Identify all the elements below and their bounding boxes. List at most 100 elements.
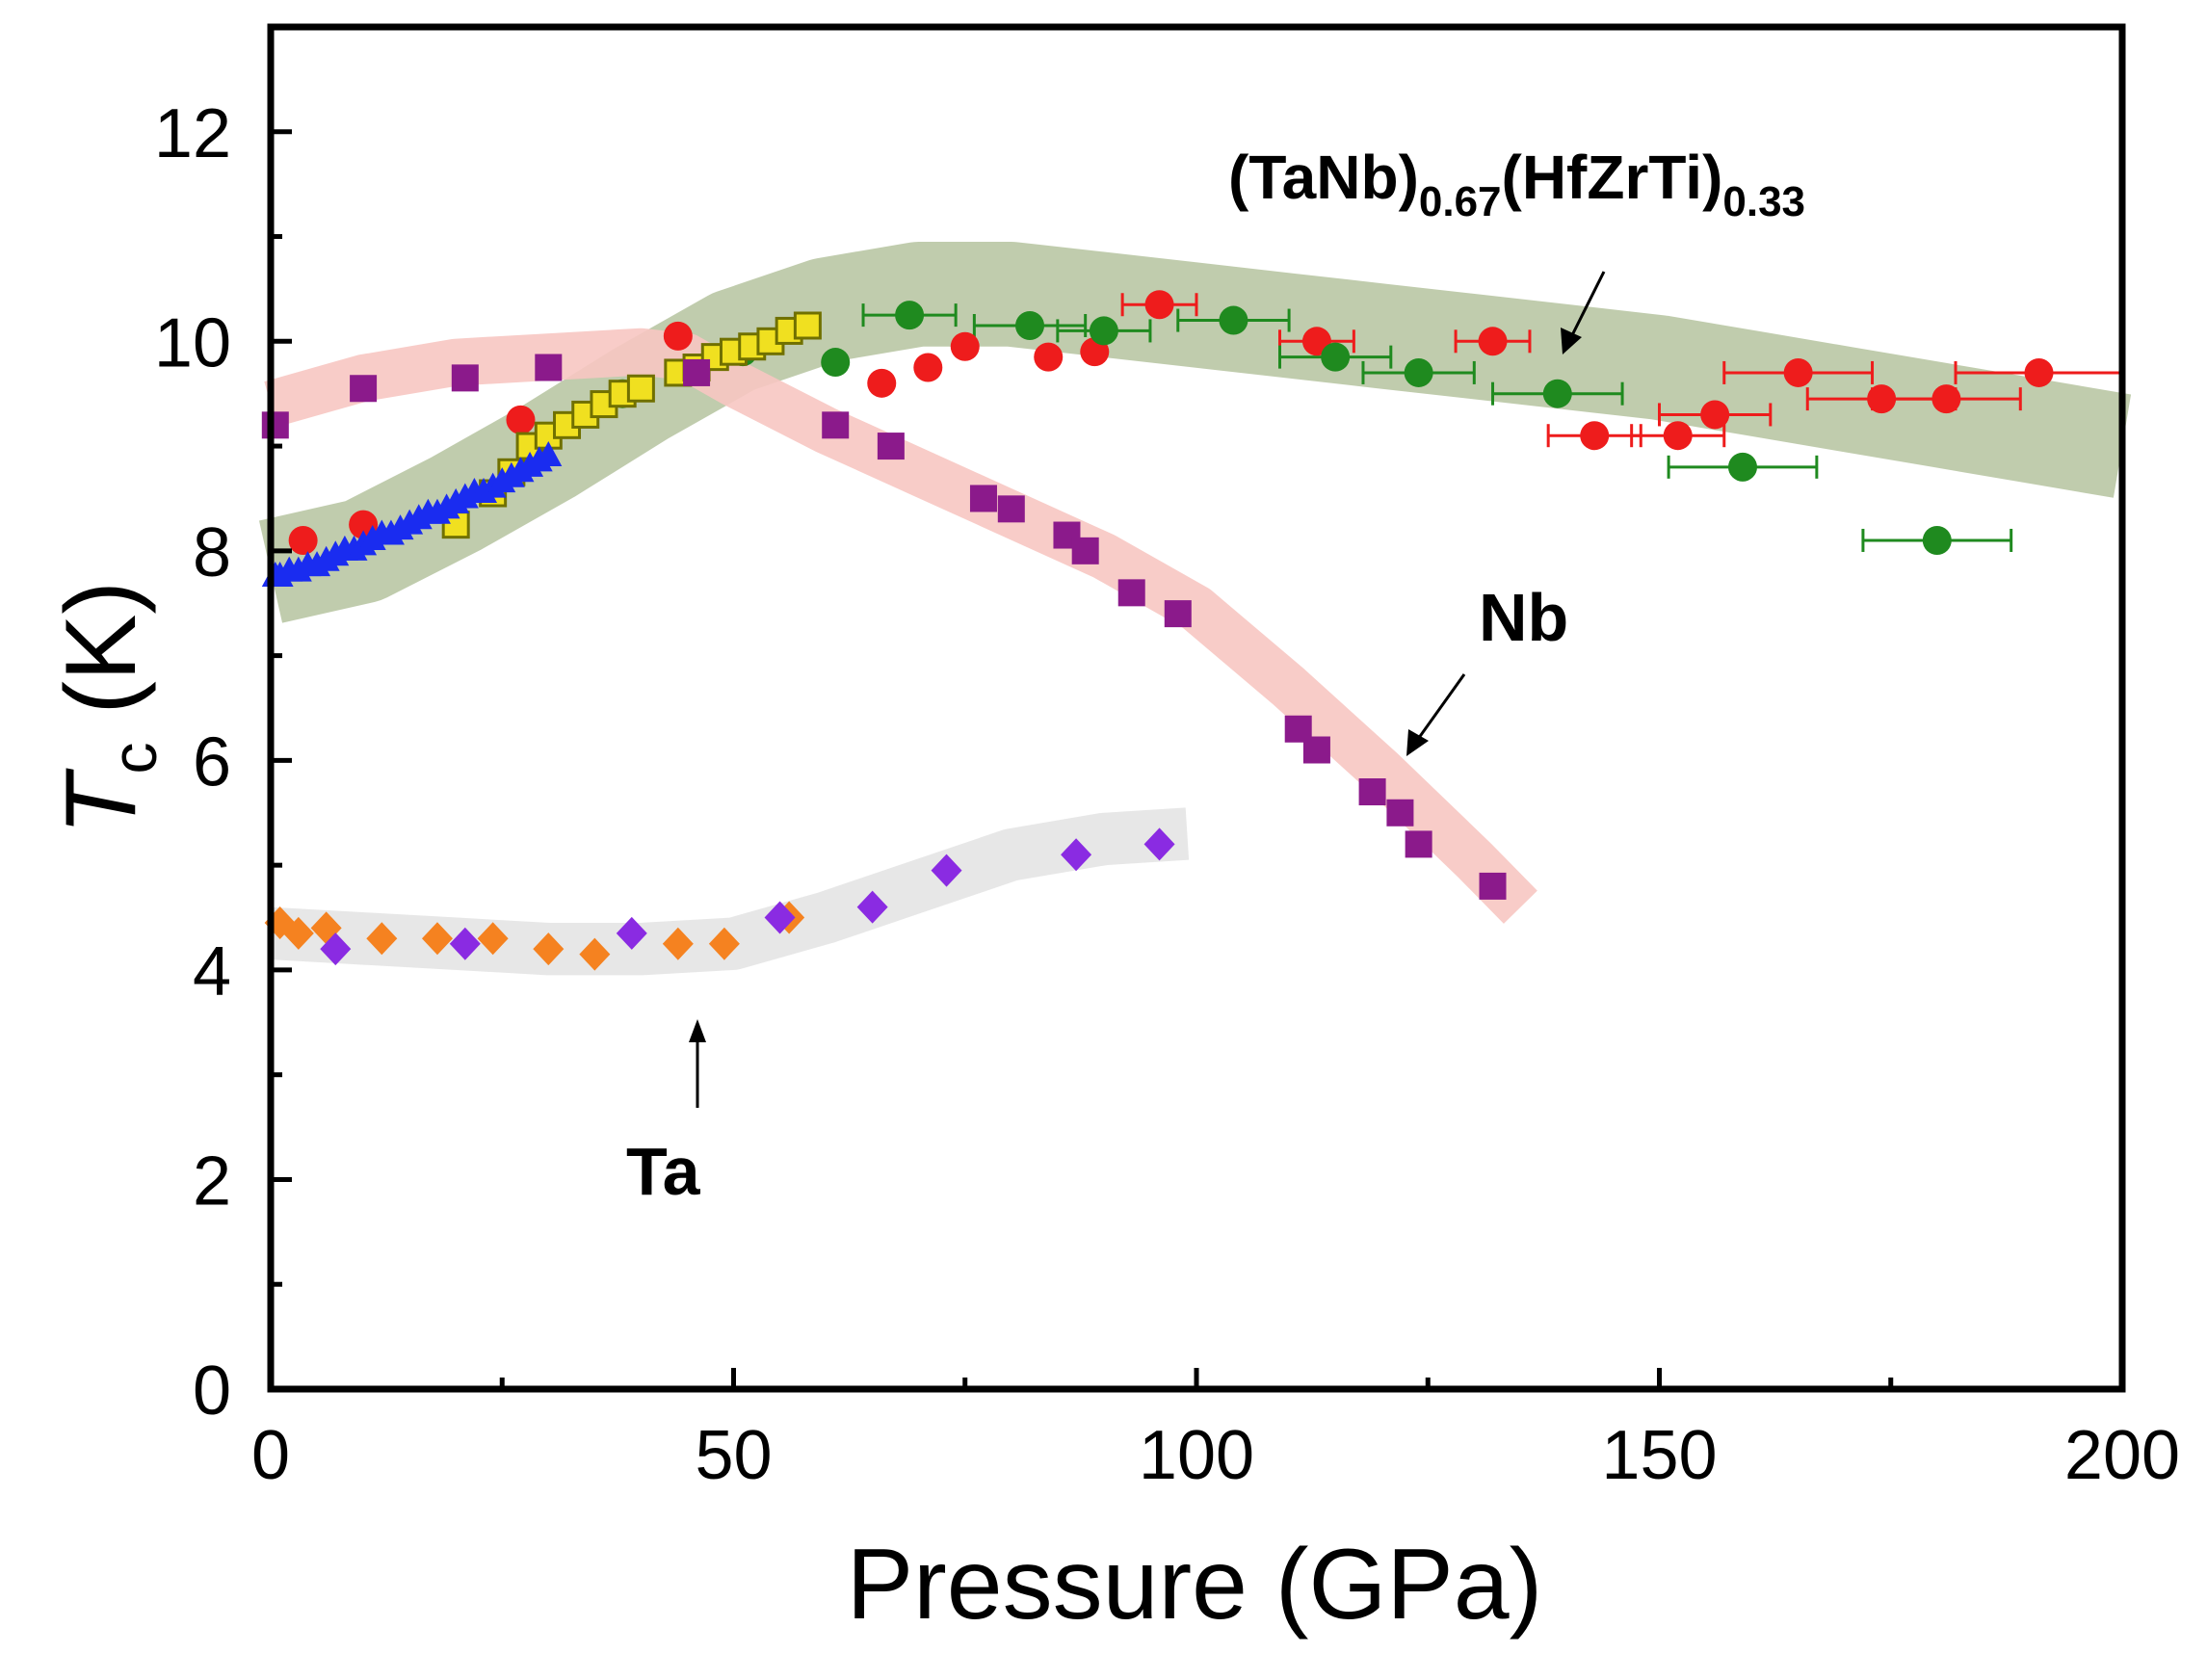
y-tick-label: 6	[193, 723, 231, 801]
plot-frame	[267, 23, 2126, 1393]
marker-hea-green-circles	[1015, 310, 1045, 340]
marker-hea-green-circles	[1542, 379, 1572, 408]
y-axis-title-unit: (K)	[45, 581, 157, 743]
marker-hea-red-circles	[913, 353, 943, 382]
ta-annotation: Ta	[626, 1134, 701, 1209]
y-tick-labels: 0 2 4 6 8 10 12	[154, 95, 231, 1430]
trend-bands	[258, 241, 2132, 976]
marker-hea-red-circles	[2024, 357, 2054, 387]
marker-hea-red-circles	[1867, 384, 1897, 414]
band-ta-trend	[269, 807, 1190, 976]
marker-hea-red-circles	[1478, 327, 1508, 356]
marker-ta-violet	[1061, 838, 1092, 872]
nb-arrowhead	[1406, 729, 1429, 756]
y-axis-title-main: T	[45, 768, 157, 835]
nb-arrow	[1414, 673, 1466, 743]
marker-hea-red-circles	[867, 368, 897, 398]
hea-annotation: (TaNb)0.67(HfZrTi)0.33	[1228, 143, 1805, 225]
marker-hea-red-circles	[1783, 357, 1813, 387]
marker-hea-red-circles	[1034, 342, 1064, 372]
marker-hea-green-circles	[895, 301, 925, 330]
marker-nb	[350, 375, 378, 403]
data-markers	[261, 290, 2054, 971]
y-axis-title: Tc (K)	[45, 581, 170, 835]
marker-hea-green-circles	[1321, 342, 1351, 372]
hea-arrowhead	[1561, 328, 1582, 354]
marker-hea-red-circles	[950, 331, 980, 361]
y-axis-title-sub: c	[98, 743, 170, 774]
marker-hea-yellow-squares	[626, 374, 655, 403]
hea-annotation-sub2: 0.33	[1722, 178, 1805, 225]
ta-arrowhead	[689, 1019, 706, 1042]
marker-ta-violet	[616, 916, 647, 950]
marker-hea-red-circles	[506, 405, 536, 434]
y-tick-label: 12	[154, 95, 231, 172]
marker-ta-violet	[764, 901, 796, 934]
marker-nb	[451, 364, 479, 392]
marker-hea-red-circles	[1700, 400, 1730, 430]
x-tick-label: 200	[2064, 1417, 2180, 1494]
marker-hea-green-circles	[1727, 452, 1757, 482]
marker-nb	[1358, 778, 1386, 806]
marker-hea-yellow-squares	[793, 311, 822, 340]
marker-hea-red-circles	[663, 321, 693, 351]
hea-annotation-part2: (HfZrTi)	[1502, 143, 1723, 212]
marker-ta-orange	[282, 916, 314, 950]
marker-ta-orange	[477, 922, 509, 956]
marker-nb	[877, 433, 905, 460]
x-tick-label: 100	[1139, 1417, 1254, 1494]
marker-nb	[969, 485, 997, 512]
marker-nb	[1117, 579, 1145, 607]
marker-hea-red-circles	[1931, 384, 1961, 414]
marker-hea-red-circles	[1580, 421, 1610, 451]
x-tick-labels: 0 50 100 150 200	[251, 1417, 2180, 1494]
marker-nb	[997, 495, 1025, 523]
y-tick-label: 10	[154, 304, 231, 381]
marker-ta-violet	[320, 932, 352, 966]
marker-ta-violet	[1143, 827, 1175, 861]
hea-arrow	[1568, 271, 1606, 340]
x-tick-label: 0	[251, 1417, 290, 1494]
marker-nb	[1479, 872, 1507, 900]
marker-ta-orange	[421, 922, 453, 956]
marker-ta-orange	[366, 922, 398, 956]
y-tick-label: 4	[193, 933, 231, 1011]
marker-nb	[261, 411, 289, 439]
marker-hea-red-circles	[1144, 290, 1174, 320]
marker-hea-blue-triangles	[535, 440, 563, 466]
nb-annotation: Nb	[1479, 580, 1568, 655]
marker-nb	[1164, 600, 1192, 628]
axis-ticks	[268, 24, 2125, 1392]
marker-ta-orange	[579, 937, 611, 971]
y-tick-label: 2	[193, 1142, 231, 1220]
x-tick-label: 50	[695, 1417, 772, 1494]
marker-hea-green-circles	[1089, 316, 1118, 346]
y-tick-label: 8	[193, 514, 231, 591]
marker-ta-orange	[708, 927, 740, 960]
x-axis-title: Pressure (GPa)	[847, 1529, 1542, 1641]
marker-hea-green-circles	[821, 348, 851, 378]
marker-ta-orange	[533, 932, 565, 966]
marker-nb	[1386, 799, 1414, 827]
y-tick-label: 0	[193, 1352, 231, 1430]
hea-annotation-sub1: 0.67	[1419, 178, 1502, 225]
marker-ta-violet	[856, 890, 888, 924]
marker-nb	[822, 411, 850, 439]
marker-hea-green-circles	[1404, 357, 1433, 387]
hea-annotation-part1: (TaNb)	[1228, 143, 1419, 212]
band-nb-trend	[264, 328, 1537, 924]
x-tick-label: 150	[1601, 1417, 1717, 1494]
marker-nb	[1405, 830, 1432, 858]
marker-nb	[535, 354, 563, 381]
marker-nb	[1071, 537, 1099, 564]
marker-hea-red-circles	[288, 525, 318, 555]
marker-nb	[1302, 736, 1330, 764]
marker-ta-violet	[931, 853, 962, 887]
marker-nb	[683, 358, 711, 386]
marker-hea-green-circles	[1219, 305, 1248, 335]
marker-hea-red-circles	[1663, 421, 1693, 451]
marker-ta-orange	[662, 927, 694, 960]
marker-hea-green-circles	[1922, 525, 1952, 555]
marker-ta-violet	[449, 927, 481, 960]
